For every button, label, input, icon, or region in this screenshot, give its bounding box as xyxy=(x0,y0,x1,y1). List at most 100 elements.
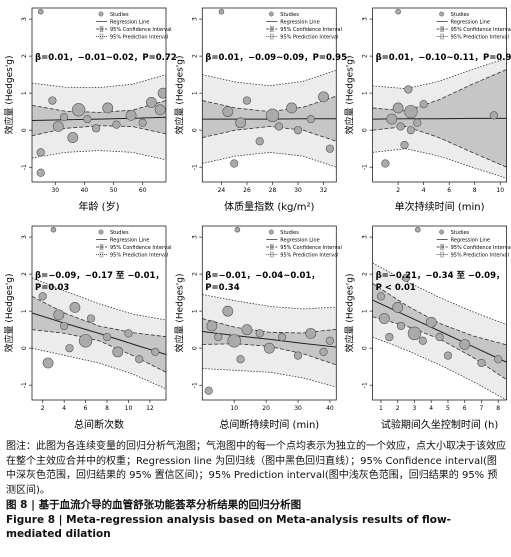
legend-symbol xyxy=(439,11,445,17)
x-tick-label: 2 xyxy=(41,405,45,412)
study-bubble xyxy=(404,104,418,119)
legend-label: 95% Prediction Interval xyxy=(110,253,168,259)
caption-title-cn: 图 8 | 基于血流介导的血管舒张功能荟萃分析结果的回归分析图 xyxy=(6,499,302,511)
study-bubble xyxy=(235,117,246,129)
study-bubble xyxy=(318,91,329,103)
study-bubble xyxy=(91,124,101,133)
legend-label: Regression Line xyxy=(451,20,490,26)
study-bubble xyxy=(385,332,394,342)
y-tick-label: 1 xyxy=(191,309,198,313)
x-axis-label: 体质量指数 (kg/m²) xyxy=(224,200,314,213)
study-bubble xyxy=(376,292,386,301)
study-bubble xyxy=(392,302,404,313)
study-bubble xyxy=(53,309,65,321)
plot-area xyxy=(202,8,337,168)
regression-line xyxy=(202,331,337,348)
annotation: β=0.01，−0.10~0.11，P=0.96 xyxy=(376,53,511,63)
study-bubble xyxy=(218,8,225,15)
legend-label: Regression Line xyxy=(280,238,319,244)
x-axis-label: 试验期间久坐控制时间 (h) xyxy=(381,418,498,431)
annotation: β=−0.09，−0.17 至 −0.01， xyxy=(35,271,164,281)
study-bubble xyxy=(489,111,498,120)
study-bubble xyxy=(36,148,45,157)
study-bubble xyxy=(157,87,166,99)
legend-label: Studies xyxy=(280,230,299,236)
plot-frame xyxy=(31,7,167,183)
regression-line xyxy=(32,312,166,355)
x-tick-label: 24 xyxy=(218,187,226,194)
study-bubble xyxy=(38,292,47,301)
study-bubble xyxy=(83,114,92,124)
interval-edge xyxy=(32,150,166,161)
study-bubble xyxy=(124,329,133,338)
x-tick-label: 30 xyxy=(294,187,302,194)
study-bubble xyxy=(242,96,252,105)
study-bubble xyxy=(443,351,453,360)
study-bubble xyxy=(102,332,112,342)
regression-line xyxy=(32,116,166,122)
study-bubble xyxy=(50,226,57,233)
x-tick-label: 4 xyxy=(429,405,433,412)
study-bubble xyxy=(325,144,335,153)
study-bubble xyxy=(59,113,69,122)
legend-symbol xyxy=(98,11,104,17)
x-tick-label: 6 xyxy=(447,187,451,194)
study-bubble xyxy=(86,314,96,323)
caption-note: 图注：此图为各连续变量的回归分析气泡图；气泡图中的每一个点均表示为独立的一个效应… xyxy=(6,441,506,496)
plot-frame xyxy=(31,225,167,401)
study-bubble xyxy=(52,121,64,132)
study-bubble xyxy=(286,102,298,114)
interval-edge xyxy=(32,100,166,113)
legend-label: 95% Prediction Interval xyxy=(451,253,509,259)
study-bubble xyxy=(306,114,315,124)
caption: 图注：此图为各连续变量的回归分析气泡图；气泡图中的每一个点均表示为独立的一个效应… xyxy=(6,440,506,542)
caption-title-en: Figure 8 | Meta-regression analysis base… xyxy=(6,513,452,541)
legend-symbol xyxy=(268,229,274,235)
plot-frame xyxy=(201,225,337,401)
y-tick-label: -1 xyxy=(191,382,198,388)
annotation: β=−0.01，−0.04~0.01， xyxy=(205,271,319,281)
legend-label: 95% Confidence Interval xyxy=(280,245,342,251)
x-tick-label: 5 xyxy=(446,405,450,412)
x-tick-label: 8 xyxy=(496,405,500,412)
study-bubble xyxy=(255,329,264,338)
x-tick-label: 2 xyxy=(396,187,400,194)
study-bubble xyxy=(381,159,390,168)
legend-label: 95% Prediction Interval xyxy=(280,35,338,41)
study-bubble xyxy=(138,118,147,127)
study-bubble xyxy=(69,302,81,313)
legend-symbol xyxy=(439,229,445,235)
study-bubble xyxy=(241,324,253,336)
study-bubble xyxy=(78,334,93,348)
study-bubble xyxy=(263,342,275,354)
legend-label: 95% Confidence Interval xyxy=(110,245,172,251)
interval-band xyxy=(32,100,166,136)
x-tick-label: 10 xyxy=(125,405,133,412)
annotation: β=−0.21，−0.34 至 −0.09， xyxy=(376,271,505,281)
study-bubble xyxy=(406,126,415,135)
y-tick-label: 3 xyxy=(21,17,28,21)
study-bubble xyxy=(234,226,241,233)
y-tick-label: -1 xyxy=(362,382,369,388)
x-tick-label: 30 xyxy=(51,187,59,194)
y-tick-label: 0 xyxy=(362,128,369,132)
study-bubble xyxy=(112,120,121,129)
study-bubble xyxy=(319,347,328,356)
study-bubble xyxy=(494,355,503,364)
study-bubble xyxy=(42,357,54,369)
study-bubble xyxy=(135,355,144,364)
x-axis-label: 总间断次数 xyxy=(74,418,124,431)
interval-edge xyxy=(372,336,507,400)
study-bubble xyxy=(67,132,79,143)
y-tick-label: 1 xyxy=(21,309,28,313)
study-bubble xyxy=(112,346,124,358)
interval-edge xyxy=(372,262,507,325)
study-bubble xyxy=(37,8,44,15)
study-bubble xyxy=(402,273,411,282)
interval-edge xyxy=(372,126,507,168)
y-tick-label: 3 xyxy=(191,17,198,21)
plot-area xyxy=(32,226,166,390)
study-bubble xyxy=(477,358,486,368)
y-tick-label: 0 xyxy=(21,346,28,350)
